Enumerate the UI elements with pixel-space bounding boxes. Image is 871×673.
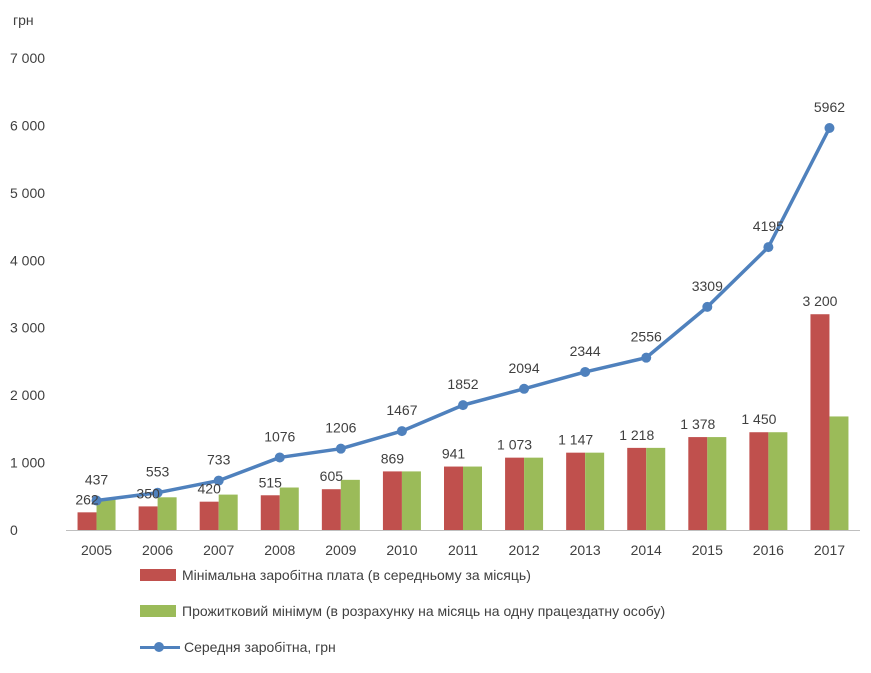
x-tick-label: 2015 bbox=[692, 542, 723, 558]
y-axis-unit-label: грн bbox=[13, 12, 34, 28]
point-avg-wage bbox=[763, 242, 774, 253]
legend: Мінімальна заробітна плата (в середньому… bbox=[140, 565, 665, 673]
point-avg-wage bbox=[580, 366, 591, 377]
x-tick-label: 2013 bbox=[570, 542, 601, 558]
x-tick-label: 2006 bbox=[142, 542, 173, 558]
data-label-avg-wage: 3309 bbox=[692, 278, 723, 294]
bar-min-wage bbox=[77, 512, 97, 530]
bar-subsistence bbox=[585, 452, 605, 530]
data-label-avg-wage: 2556 bbox=[631, 329, 662, 345]
legend-label-min-wage: Мінімальна заробітна плата (в середньому… bbox=[182, 567, 531, 583]
bar-subsistence bbox=[463, 466, 482, 530]
data-label-avg-wage: 1852 bbox=[447, 376, 478, 392]
point-avg-wage bbox=[274, 452, 285, 463]
legend-label-avg-wage: Середня заробітна, грн bbox=[184, 639, 336, 655]
x-tick-label: 2009 bbox=[325, 542, 356, 558]
x-tick-label: 2011 bbox=[448, 542, 478, 558]
point-avg-wage bbox=[213, 475, 224, 486]
bar-min-wage bbox=[199, 501, 219, 530]
x-tick-label: 2007 bbox=[203, 542, 234, 558]
bar-subsistence bbox=[279, 487, 299, 530]
point-avg-wage bbox=[396, 426, 407, 437]
bar-min-wage bbox=[260, 495, 280, 530]
data-label-avg-wage: 2094 bbox=[508, 360, 539, 376]
point-avg-wage bbox=[824, 122, 835, 133]
point-avg-wage bbox=[519, 383, 530, 394]
data-label-min-wage: 1 073 bbox=[497, 437, 532, 453]
data-label-min-wage: 605 bbox=[320, 468, 344, 484]
data-label-avg-wage: 733 bbox=[207, 452, 231, 468]
bar-subsistence bbox=[646, 447, 666, 530]
bar-min-wage bbox=[749, 432, 769, 530]
y-tick-label: 4 000 bbox=[10, 252, 45, 268]
y-tick-label: 6 000 bbox=[10, 117, 45, 133]
bar-subsistence bbox=[340, 479, 360, 530]
bar-subsistence bbox=[96, 499, 116, 530]
bar-min-wage bbox=[444, 466, 463, 530]
data-label-avg-wage: 1467 bbox=[386, 402, 417, 418]
data-label-avg-wage: 553 bbox=[146, 464, 170, 480]
data-label-min-wage: 941 bbox=[442, 446, 466, 462]
data-label-avg-wage: 2344 bbox=[570, 343, 601, 359]
x-tick-label: 2016 bbox=[753, 542, 784, 558]
data-label-avg-wage: 1206 bbox=[325, 420, 356, 436]
data-label-min-wage: 1 147 bbox=[558, 432, 593, 448]
data-label-avg-wage: 4195 bbox=[753, 218, 784, 234]
chart: грн 0 1 000 2 000 3 000 4 000 5 000 6 000 7 000… bbox=[10, 12, 860, 655]
x-tick-label: 2005 bbox=[81, 542, 112, 558]
data-label-avg-wage: 1076 bbox=[264, 428, 295, 444]
bar-min-wage bbox=[138, 506, 158, 530]
bar-min-wage bbox=[566, 452, 586, 530]
legend-item-avg-wage: Середня заробітна, грн bbox=[140, 637, 665, 657]
legend-label-subsistence: Прожитковий мінімум (в розрахунку на міс… bbox=[182, 603, 666, 619]
y-tick-label: 0 bbox=[10, 522, 18, 538]
bar-subsistence bbox=[707, 437, 727, 530]
bar-subsistence bbox=[218, 494, 238, 530]
x-tick-label: 2008 bbox=[264, 542, 295, 558]
bar-min-wage bbox=[688, 437, 708, 530]
data-label-min-wage: 515 bbox=[259, 474, 283, 490]
x-tick-label: 2017 bbox=[814, 542, 845, 558]
legend-item-min-wage: Мінімальна заробітна плата (в середньому… bbox=[140, 565, 665, 585]
data-label-min-wage: 1 218 bbox=[619, 427, 654, 443]
bar-subsistence bbox=[157, 497, 177, 530]
bar-min-wage bbox=[810, 314, 830, 530]
data-label-avg-wage: 5962 bbox=[814, 99, 845, 115]
bar-subsistence bbox=[524, 457, 544, 530]
point-avg-wage bbox=[335, 443, 346, 454]
bar-min-wage bbox=[505, 457, 525, 530]
legend-swatch-min-wage bbox=[140, 569, 176, 581]
y-tick-label: 5 000 bbox=[10, 185, 45, 201]
y-tick-label: 1 000 bbox=[10, 455, 45, 471]
plot-area: 0 1 000 2 000 3 000 4 000 5 000 6 000 7 000 200… bbox=[10, 50, 860, 558]
data-label-min-wage: 1 450 bbox=[741, 411, 776, 427]
bar-min-wage bbox=[627, 447, 647, 530]
y-tick-label: 2 000 bbox=[10, 387, 45, 403]
legend-swatch-subsistence bbox=[140, 605, 176, 617]
bar-subsistence bbox=[401, 471, 421, 530]
bar-subsistence bbox=[829, 416, 849, 530]
y-tick-label: 3 000 bbox=[10, 320, 45, 336]
data-label-min-wage: 1 378 bbox=[680, 416, 715, 432]
bar-min-wage bbox=[382, 471, 402, 530]
legend-swatch-avg-wage bbox=[140, 641, 180, 653]
x-tick-label: 2014 bbox=[631, 542, 662, 558]
point-avg-wage bbox=[458, 400, 468, 411]
point-avg-wage bbox=[91, 495, 102, 506]
point-avg-wage bbox=[641, 352, 652, 363]
x-tick-label: 2010 bbox=[386, 542, 417, 558]
bar-subsistence bbox=[768, 432, 788, 530]
data-label-min-wage: 420 bbox=[198, 481, 222, 497]
data-label-avg-wage: 437 bbox=[85, 472, 109, 488]
bar-min-wage bbox=[321, 489, 341, 530]
legend-item-subsistence: Прожитковий мінімум (в розрахунку на міс… bbox=[140, 601, 665, 621]
data-label-min-wage: 350 bbox=[136, 485, 160, 501]
point-avg-wage bbox=[702, 301, 713, 312]
x-tick-label: 2012 bbox=[508, 542, 539, 558]
data-label-min-wage: 3 200 bbox=[802, 293, 837, 309]
data-label-min-wage: 262 bbox=[75, 491, 99, 507]
y-tick-label: 7 000 bbox=[10, 50, 45, 66]
point-avg-wage bbox=[152, 487, 163, 498]
data-label-min-wage: 869 bbox=[381, 450, 405, 466]
